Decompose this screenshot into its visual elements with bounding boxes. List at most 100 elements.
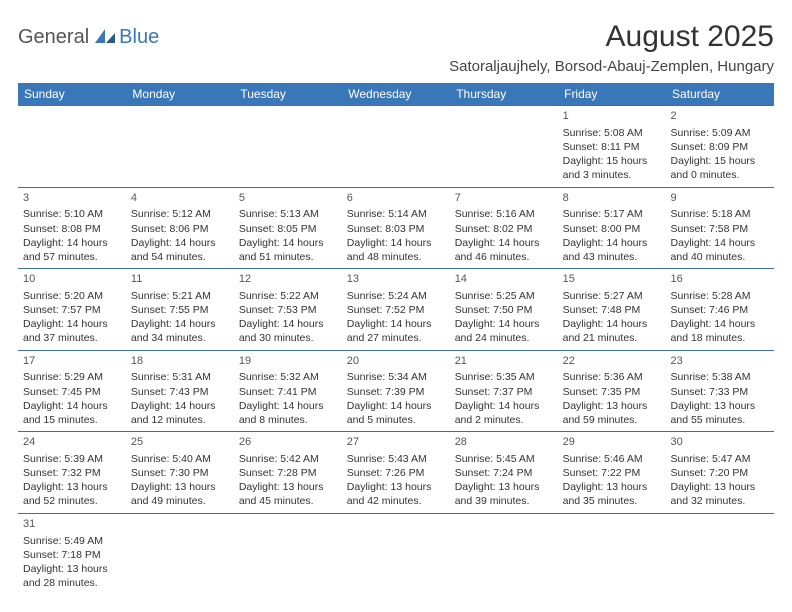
calendar-page: General Blue August 2025 Satoraljaujhely…	[0, 0, 792, 604]
calendar-cell	[666, 513, 774, 594]
sunset-text: Sunset: 8:08 PM	[23, 222, 121, 236]
sunset-text: Sunset: 8:09 PM	[671, 140, 769, 154]
logo-sail-icon	[93, 27, 117, 45]
daylight-text: Daylight: 14 hours and 54 minutes.	[131, 236, 229, 264]
day-number: 20	[347, 354, 445, 369]
calendar-cell: 22Sunrise: 5:36 AMSunset: 7:35 PMDayligh…	[558, 350, 666, 432]
sunrise-text: Sunrise: 5:46 AM	[563, 452, 661, 466]
day-number: 21	[455, 354, 553, 369]
daylight-text: Daylight: 13 hours and 52 minutes.	[23, 480, 121, 508]
sunrise-text: Sunrise: 5:36 AM	[563, 370, 661, 384]
sunset-text: Sunset: 7:55 PM	[131, 303, 229, 317]
sunset-text: Sunset: 7:26 PM	[347, 466, 445, 480]
day-header: Monday	[126, 83, 234, 106]
calendar-week: 31Sunrise: 5:49 AMSunset: 7:18 PMDayligh…	[18, 513, 774, 594]
calendar-cell: 15Sunrise: 5:27 AMSunset: 7:48 PMDayligh…	[558, 269, 666, 351]
daylight-text: Daylight: 13 hours and 28 minutes.	[23, 562, 121, 590]
sunrise-text: Sunrise: 5:22 AM	[239, 289, 337, 303]
sunset-text: Sunset: 7:50 PM	[455, 303, 553, 317]
sunset-text: Sunset: 7:32 PM	[23, 466, 121, 480]
sunrise-text: Sunrise: 5:29 AM	[23, 370, 121, 384]
sunrise-text: Sunrise: 5:43 AM	[347, 452, 445, 466]
day-header: Sunday	[18, 83, 126, 106]
calendar-cell: 8Sunrise: 5:17 AMSunset: 8:00 PMDaylight…	[558, 187, 666, 269]
daylight-text: Daylight: 13 hours and 45 minutes.	[239, 480, 337, 508]
daylight-text: Daylight: 13 hours and 42 minutes.	[347, 480, 445, 508]
sunset-text: Sunset: 7:46 PM	[671, 303, 769, 317]
calendar-cell: 17Sunrise: 5:29 AMSunset: 7:45 PMDayligh…	[18, 350, 126, 432]
calendar-table: SundayMondayTuesdayWednesdayThursdayFrid…	[18, 83, 774, 594]
day-number: 24	[23, 435, 121, 450]
day-number: 19	[239, 354, 337, 369]
calendar-cell	[234, 106, 342, 188]
day-number: 10	[23, 272, 121, 287]
day-number: 16	[671, 272, 769, 287]
calendar-cell: 5Sunrise: 5:13 AMSunset: 8:05 PMDaylight…	[234, 187, 342, 269]
calendar-cell	[450, 106, 558, 188]
sunrise-text: Sunrise: 5:31 AM	[131, 370, 229, 384]
calendar-week: 1Sunrise: 5:08 AMSunset: 8:11 PMDaylight…	[18, 106, 774, 188]
day-number: 7	[455, 191, 553, 206]
daylight-text: Daylight: 14 hours and 2 minutes.	[455, 399, 553, 427]
sunrise-text: Sunrise: 5:21 AM	[131, 289, 229, 303]
day-number: 5	[239, 191, 337, 206]
calendar-cell: 14Sunrise: 5:25 AMSunset: 7:50 PMDayligh…	[450, 269, 558, 351]
calendar-cell: 31Sunrise: 5:49 AMSunset: 7:18 PMDayligh…	[18, 513, 126, 594]
sunrise-text: Sunrise: 5:45 AM	[455, 452, 553, 466]
daylight-text: Daylight: 13 hours and 39 minutes.	[455, 480, 553, 508]
day-header: Thursday	[450, 83, 558, 106]
daylight-text: Daylight: 13 hours and 59 minutes.	[563, 399, 661, 427]
sunrise-text: Sunrise: 5:32 AM	[239, 370, 337, 384]
daylight-text: Daylight: 14 hours and 27 minutes.	[347, 317, 445, 345]
sunrise-text: Sunrise: 5:16 AM	[455, 207, 553, 221]
calendar-cell: 23Sunrise: 5:38 AMSunset: 7:33 PMDayligh…	[666, 350, 774, 432]
logo: General Blue	[18, 26, 159, 49]
sunrise-text: Sunrise: 5:42 AM	[239, 452, 337, 466]
sunset-text: Sunset: 7:35 PM	[563, 385, 661, 399]
daylight-text: Daylight: 14 hours and 24 minutes.	[455, 317, 553, 345]
calendar-cell	[558, 513, 666, 594]
sunset-text: Sunset: 8:06 PM	[131, 222, 229, 236]
sunrise-text: Sunrise: 5:13 AM	[239, 207, 337, 221]
calendar-cell: 4Sunrise: 5:12 AMSunset: 8:06 PMDaylight…	[126, 187, 234, 269]
day-number: 31	[23, 517, 121, 532]
sunrise-text: Sunrise: 5:39 AM	[23, 452, 121, 466]
sunset-text: Sunset: 7:45 PM	[23, 385, 121, 399]
day-number: 13	[347, 272, 445, 287]
sunrise-text: Sunrise: 5:12 AM	[131, 207, 229, 221]
calendar-cell: 26Sunrise: 5:42 AMSunset: 7:28 PMDayligh…	[234, 432, 342, 514]
daylight-text: Daylight: 14 hours and 15 minutes.	[23, 399, 121, 427]
day-number: 4	[131, 191, 229, 206]
calendar-body: 1Sunrise: 5:08 AMSunset: 8:11 PMDaylight…	[18, 106, 774, 595]
daylight-text: Daylight: 13 hours and 49 minutes.	[131, 480, 229, 508]
day-number: 1	[563, 109, 661, 124]
sunset-text: Sunset: 8:03 PM	[347, 222, 445, 236]
location-subtitle: Satoraljaujhely, Borsod-Abauj-Zemplen, H…	[449, 58, 774, 75]
sunset-text: Sunset: 7:39 PM	[347, 385, 445, 399]
calendar-cell	[450, 513, 558, 594]
calendar-cell	[18, 106, 126, 188]
daylight-text: Daylight: 14 hours and 48 minutes.	[347, 236, 445, 264]
month-title: August 2025	[449, 20, 774, 54]
day-number: 29	[563, 435, 661, 450]
sunrise-text: Sunrise: 5:08 AM	[563, 126, 661, 140]
calendar-cell: 20Sunrise: 5:34 AMSunset: 7:39 PMDayligh…	[342, 350, 450, 432]
calendar-cell: 21Sunrise: 5:35 AMSunset: 7:37 PMDayligh…	[450, 350, 558, 432]
calendar-cell: 7Sunrise: 5:16 AMSunset: 8:02 PMDaylight…	[450, 187, 558, 269]
calendar-cell: 19Sunrise: 5:32 AMSunset: 7:41 PMDayligh…	[234, 350, 342, 432]
sunrise-text: Sunrise: 5:28 AM	[671, 289, 769, 303]
daylight-text: Daylight: 14 hours and 37 minutes.	[23, 317, 121, 345]
sunrise-text: Sunrise: 5:10 AM	[23, 207, 121, 221]
calendar-cell	[234, 513, 342, 594]
day-number: 26	[239, 435, 337, 450]
calendar-cell: 13Sunrise: 5:24 AMSunset: 7:52 PMDayligh…	[342, 269, 450, 351]
sunset-text: Sunset: 7:57 PM	[23, 303, 121, 317]
daylight-text: Daylight: 14 hours and 51 minutes.	[239, 236, 337, 264]
day-number: 15	[563, 272, 661, 287]
daylight-text: Daylight: 14 hours and 46 minutes.	[455, 236, 553, 264]
calendar-cell: 11Sunrise: 5:21 AMSunset: 7:55 PMDayligh…	[126, 269, 234, 351]
day-number: 2	[671, 109, 769, 124]
daylight-text: Daylight: 14 hours and 40 minutes.	[671, 236, 769, 264]
sunset-text: Sunset: 8:00 PM	[563, 222, 661, 236]
sunset-text: Sunset: 8:02 PM	[455, 222, 553, 236]
